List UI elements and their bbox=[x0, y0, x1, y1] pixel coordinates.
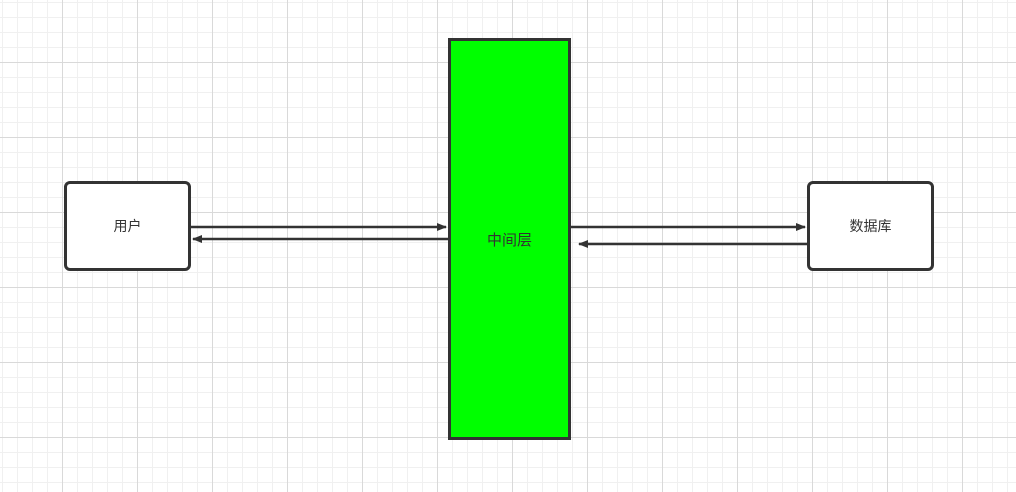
node-user-label: 用户 bbox=[113, 219, 142, 235]
node-user[interactable]: 用户 bbox=[64, 181, 191, 271]
node-database-label: 数据库 bbox=[849, 219, 892, 235]
node-middle-layer-label: 中间层 bbox=[486, 230, 532, 249]
node-database[interactable]: 数据库 bbox=[807, 181, 934, 271]
node-middle-layer[interactable]: 中间层 bbox=[448, 38, 571, 440]
